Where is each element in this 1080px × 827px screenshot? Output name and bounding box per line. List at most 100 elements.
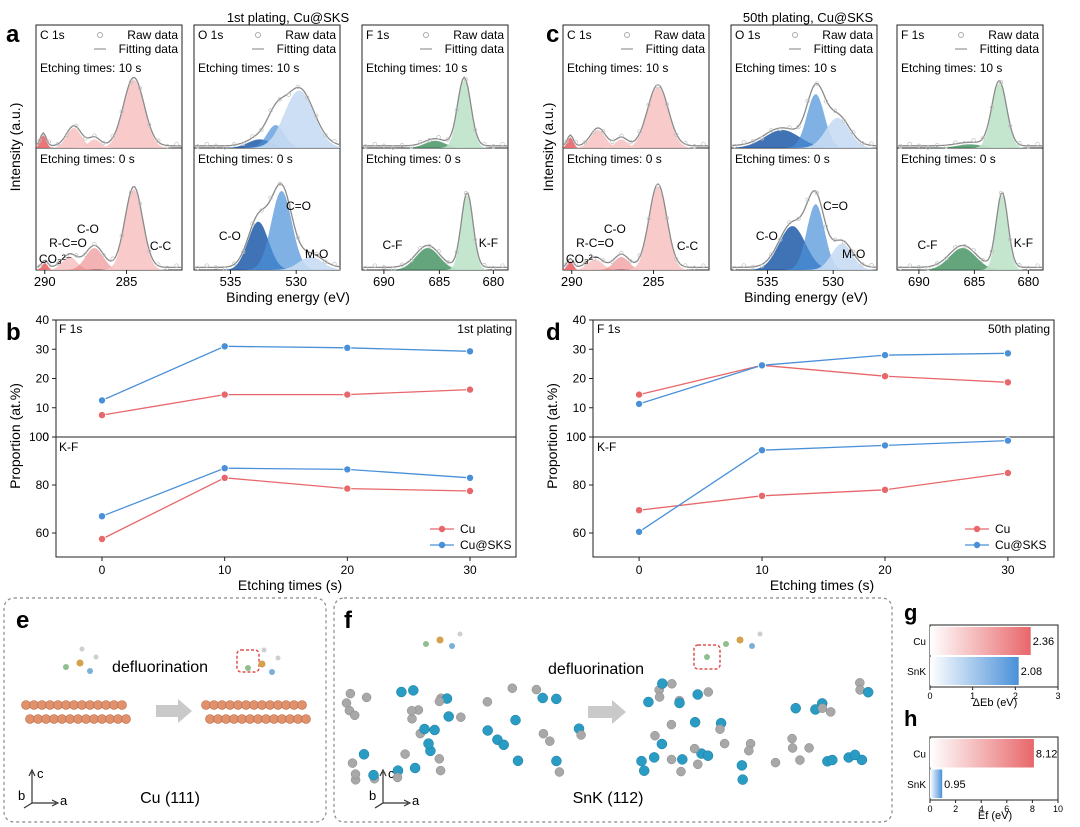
xps-c-panes-f1s-bottom-raw-point: [998, 190, 1004, 196]
xps-a-panes-f1s-top-raw-point: [491, 144, 496, 149]
cu-atom: [257, 700, 267, 710]
cu-atom: [253, 714, 263, 724]
xps-a-panes-o1s-bottom-raw-point: [323, 259, 328, 265]
xps-a-panes-o1s-peak-label-2: M-O: [305, 247, 328, 261]
xps-c-panes-c1s-legend-raw: Raw data: [654, 28, 705, 42]
k-atom: [790, 702, 801, 714]
xps-a-panes-c1s-bottom-peak-1: [36, 256, 182, 270]
xps-a-panes-o1s-bottom-raw-point: [277, 181, 282, 186]
xps-c-panes-c1s-bottom-raw-point: [573, 261, 578, 266]
chart-d-marks-xtick-label: 20: [878, 563, 892, 577]
cu-atom: [69, 700, 79, 710]
xps-a-panes-f1s-legend-raw-marker: [423, 32, 429, 38]
cu-atom: [101, 700, 111, 710]
bar-h-xlabel: Ef (eV): [978, 810, 1012, 822]
xps-c-title: 50th plating, Cu@SKS: [743, 10, 874, 25]
xps-a-panes-c1s-legend-fit: Fitting data: [119, 42, 179, 56]
xps-c-panes-f1s-top-raw-point: [1007, 123, 1013, 129]
detached-f-atom: [704, 654, 710, 660]
xps-c-panes-f1s-top-raw-point: [962, 140, 967, 146]
k-atom: [657, 678, 668, 689]
cu-atom: [277, 714, 287, 724]
chart-d-marks-series-Cu-point: [635, 390, 644, 399]
chart-d-marks-xtick-label: 0: [636, 563, 643, 577]
xps-a-panes-f1s-bottom-raw-point: [491, 265, 496, 271]
chart-b-marks-series-Cu@SKS-point: [220, 464, 229, 473]
chart-d-marks-ytick-label: 20: [573, 372, 587, 386]
xps-c-panes-o1s-core-label: O 1s: [735, 28, 760, 42]
xps-c-panes-c1s-bottom-raw-point: [610, 259, 615, 264]
cu-atom: [25, 714, 35, 724]
xps-a-panes-c1s-top-raw-point: [165, 143, 170, 149]
xps-c-panes-o1s-bottom-raw-point: [768, 252, 774, 257]
sn-atom: [407, 714, 417, 724]
xps-a-panes-o1s-top-raw-point: [232, 142, 237, 147]
bar-h-marks-xtick-label: 2: [953, 804, 958, 814]
cu-atom: [73, 714, 83, 724]
bar-h-marks-category-Cu: Cu: [913, 749, 926, 760]
chart-d-marks-series-Cu-point: [635, 506, 644, 515]
xps-a-panes-c1s-top-raw-point: [119, 109, 124, 114]
xps-c-panes-o1s-top-raw-point: [741, 140, 746, 145]
xps-c-panes-c1s-bottom-raw-point: [655, 183, 661, 188]
xps-c-panes-c1s-top-raw-point: [573, 139, 578, 145]
chart-d-marks-series-Cu@SKS-point: [758, 361, 767, 370]
chart-b-marks-ytick-label: 80: [36, 478, 50, 492]
sn-atom: [349, 710, 360, 721]
sn-atom: [719, 738, 730, 749]
xps-a-panes-c1s-bottom-raw-point: [92, 241, 97, 247]
xps-c-panes-c1s-peak-label-2: C-O: [604, 222, 626, 236]
xps-a-panes-c1s-peak-label-1: R-C=O: [49, 236, 87, 250]
xps-a-panes-o1s-bottom-peak-2: [194, 256, 340, 270]
molecule-atom: [87, 668, 93, 674]
sn-atom: [654, 692, 665, 702]
xps-c-panes-o1s-top-fit-envelope: [730, 82, 877, 147]
bar-h-marks-value-SnK: 0.95: [944, 779, 965, 791]
xps-a-panes-c1s-top-raw-point: [64, 132, 70, 137]
xps-a-panes-c1s-tick-label: 285: [116, 274, 138, 289]
xps-c-panes-f1s-top-raw-point: [998, 80, 1004, 85]
xps-a-panes-f1s-top-raw-point: [409, 144, 414, 149]
xps-a-panes-o1s-bottom-raw-point: [241, 249, 246, 255]
xps-c-panes-f1s-top-raw-point: [925, 145, 931, 150]
xps-c-panes-c1s-top-fit-envelope: [562, 83, 709, 147]
cu-atom: [81, 714, 91, 724]
xps-a-panes-c1s-top-raw-point: [156, 138, 161, 143]
xps-c-panes-c1s-top-raw-point: [610, 139, 615, 144]
cu-atom: [29, 700, 39, 710]
bar-panel-g: g ΔEb (eV): [904, 600, 1017, 709]
xps-c-panes-c1s-top-raw-point: [655, 84, 661, 89]
xps-a-panes-o1s-legend-fit: Fitting data: [277, 42, 337, 56]
chart-b-marks-ytick-label: 10: [36, 401, 50, 415]
chart-b-ylabel: Proportion (at.%): [7, 383, 23, 489]
xps-c-panes-c1s-bottom-raw-point: [619, 250, 624, 256]
cu-atom: [229, 714, 239, 724]
sn-atom: [345, 688, 356, 699]
xps-a-panes-f1s-core-label: F 1s: [366, 28, 389, 42]
xps-a-panes-f1s-legend-fit: Fitting data: [445, 42, 505, 56]
xps-c-panes-o1s-bottom-raw-point: [823, 224, 829, 229]
xps-c-panes-o1s-top-raw-point: [768, 128, 774, 133]
process-arrow-e: [156, 699, 192, 723]
xps-a-panes-c1s-top-peak-3: [36, 79, 182, 148]
xps-c-panes-o1s-top-peak-2: [731, 117, 877, 148]
k-atom: [643, 696, 654, 708]
cu-atom: [117, 700, 127, 710]
xps-a-panes-c1s-peak-label-2: C-O: [77, 222, 99, 236]
xps-a-panes-f1s-bottom-raw-point: [500, 263, 505, 268]
sn-atom: [770, 757, 781, 768]
chart-d-marks-series-Cu-line: [638, 364, 1008, 396]
xps-c-panes-f1s-bottom-raw-point: [944, 256, 949, 261]
cu-atom: [233, 700, 243, 710]
xps-a-panes-o1s-tick-label: 535: [220, 274, 242, 289]
sn-atom: [787, 733, 797, 744]
xps-a-panes-c1s-bottom-raw-point: [119, 233, 124, 238]
xps-c-panes-c1s-peak-label-1: R-C=O: [576, 236, 614, 250]
chart-b-marks-xtick-label: 20: [341, 563, 355, 577]
xps-c-panes-c1s-top-raw-point: [637, 129, 642, 134]
cu-atom: [89, 714, 99, 724]
sn-atom: [347, 758, 358, 768]
cu-atom: [77, 700, 87, 710]
xps-c-panes-c1s-bottom-raw-point: [582, 261, 588, 266]
k-atom: [419, 723, 430, 735]
